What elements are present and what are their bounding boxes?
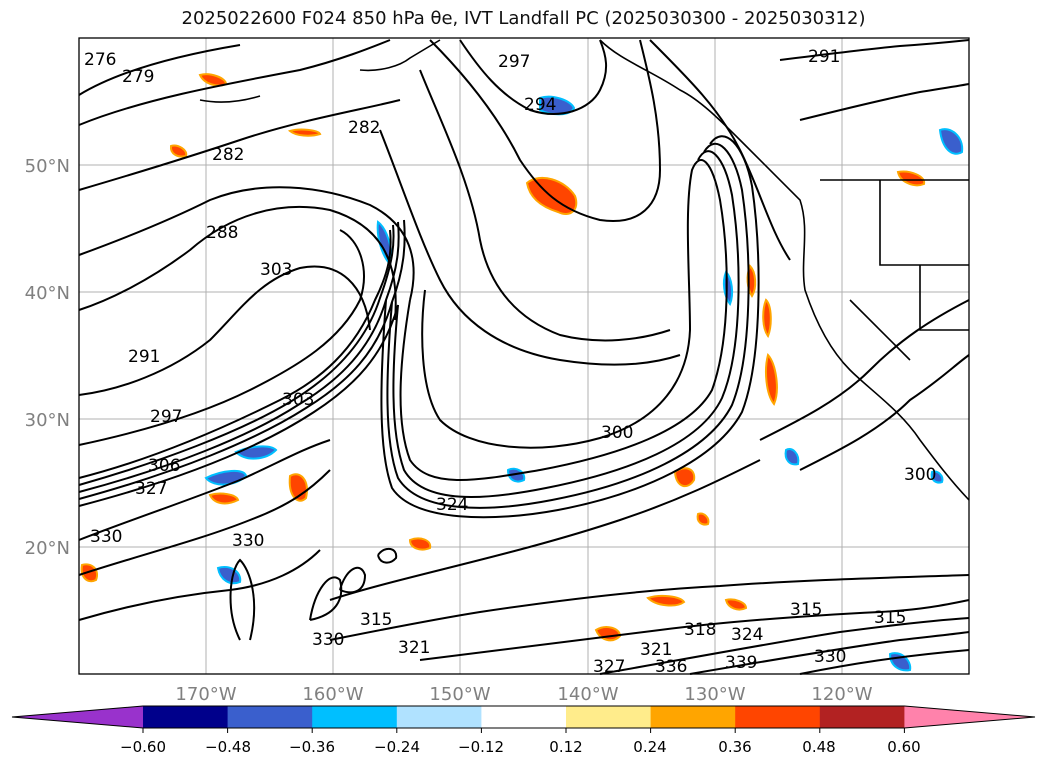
contour-label: 324 [731, 625, 763, 645]
colorbar-tick: 0.12 [549, 738, 582, 756]
colorbar-bin [227, 706, 313, 728]
contour-label: 288 [206, 223, 238, 243]
contour-label: 318 [684, 620, 716, 640]
contour-label: 279 [122, 67, 154, 87]
contour-label: 291 [808, 47, 840, 67]
contour-labels: 276 279 282 282 288 291 297 303 303 306 … [84, 47, 936, 677]
colorbar-bin [396, 706, 482, 728]
contour-label: 330 [90, 527, 122, 547]
colorbar-extend-low [12, 706, 143, 728]
colorbar-bin [481, 706, 567, 728]
coastline [199, 39, 970, 501]
map-area [79, 38, 969, 674]
contour-label: 327 [593, 657, 625, 677]
lat-label: 20°N [25, 538, 70, 559]
colorbar-bin [566, 706, 652, 728]
contour-label: 303 [282, 390, 314, 410]
contour-label: 330 [232, 531, 264, 551]
contour-label: 315 [360, 610, 392, 630]
contour-label: 297 [150, 407, 182, 427]
colorbar-bin [735, 706, 821, 728]
colorbar-tick: 0.36 [718, 738, 751, 756]
contour-label: 321 [398, 638, 430, 658]
contour-label: 303 [260, 260, 292, 280]
contour-label: 282 [212, 145, 244, 165]
contour-label: 282 [348, 118, 380, 138]
contour-label: 330 [312, 630, 344, 650]
map-frame [78, 37, 970, 675]
lon-label: 130°W [684, 684, 745, 705]
colorbar-tick: −0.24 [374, 738, 420, 756]
lon-label: 140°W [557, 684, 618, 705]
map-title: 2025022600 F024 850 hPa θe, IVT Landfall… [181, 8, 866, 29]
lon-label: 150°W [429, 684, 490, 705]
colorbar-tick: −0.12 [458, 738, 504, 756]
contour-label: 324 [436, 495, 468, 515]
colorbar-tick: 0.48 [802, 738, 835, 756]
contour-label: 300 [601, 423, 633, 443]
colorbar-bin [650, 706, 736, 728]
contour-label: 336 [655, 657, 687, 677]
contour-label: 327 [135, 479, 167, 499]
colorbar-bin [819, 706, 905, 728]
colorbar-bin [312, 706, 398, 728]
lon-label: 160°W [302, 684, 363, 705]
contour-label: 291 [128, 347, 160, 367]
colorbar [11, 705, 1036, 733]
contour-label: 315 [874, 608, 906, 628]
contour-label: 315 [790, 600, 822, 620]
colorbar-ticks: −0.60 −0.48 −0.36 −0.24 −0.12 0.12 0.24 … [120, 738, 921, 756]
lon-label: 120°W [811, 684, 872, 705]
contour-label: 339 [725, 653, 757, 673]
theta-e-contours [78, 39, 970, 675]
colorbar-extend-high [904, 706, 1035, 728]
colorbar-tick: −0.48 [205, 738, 251, 756]
lon-label: 170°W [175, 684, 236, 705]
contour-label: 330 [814, 647, 846, 667]
contour-label: 276 [84, 50, 116, 70]
colorbar-tick: −0.60 [120, 738, 166, 756]
colorbar-bin [143, 706, 229, 728]
lat-label: 40°N [25, 283, 70, 304]
longitude-labels: 170°W 160°W 150°W 140°W 130°W 120°W [175, 684, 872, 705]
lat-label: 50°N [25, 156, 70, 177]
lat-label: 30°N [25, 410, 70, 431]
contour-label: 321 [640, 640, 672, 660]
colorbar-tick: −0.36 [289, 738, 335, 756]
contour-label: 297 [498, 52, 530, 72]
contour-label: 294 [524, 95, 556, 115]
colorbar-tick: 0.60 [887, 738, 920, 756]
contour-label: 300 [904, 465, 936, 485]
latitude-labels: 50°N 40°N 30°N 20°N [25, 156, 70, 559]
contour-label: 306 [148, 456, 180, 476]
colorbar-tick: 0.24 [633, 738, 666, 756]
